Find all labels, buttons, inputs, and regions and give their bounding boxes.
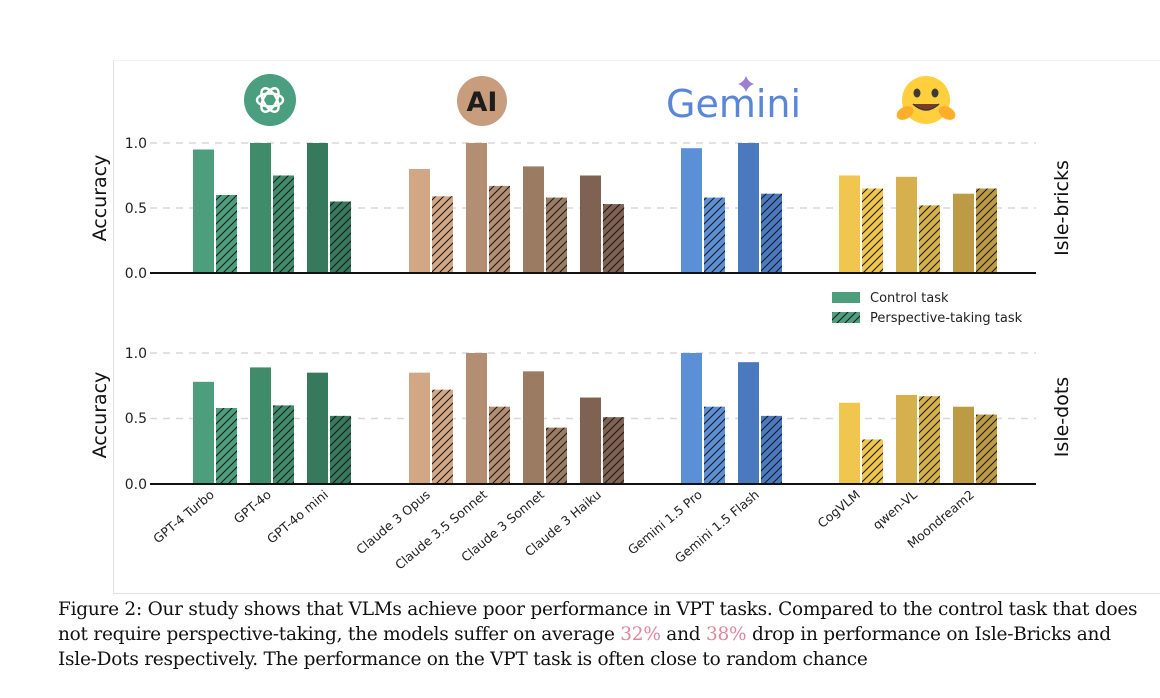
panel-title-isle-bricks: Isle-bricks [1051,160,1073,256]
y-tick-1-2: 1.0 [125,346,147,362]
bar-perspective-hatch-1-1 [273,405,294,484]
caption-label: Figure 2: [58,599,142,620]
bar-control-1-2 [307,372,328,484]
caption-pct-bricks: 32% [620,624,661,645]
caption-text-3: drop in performance on Isle-Bricks and I… [58,624,1111,670]
bar-perspective-hatch-0-9 [862,188,883,273]
bar-control-0-9 [839,175,860,273]
panel-title-isle-dots: Isle-dots [1051,377,1073,457]
legend: Control task Perspective-taking task [832,291,1023,326]
bar-perspective-hatch-1-9 [862,439,883,484]
anthropic-logo-text: AI [467,87,498,118]
bar-perspective-hatch-1-4 [489,406,510,484]
bar-perspective-hatch-1-10 [919,396,940,484]
bar-perspective-hatch-1-7 [704,406,725,484]
bar-control-1-0 [193,381,214,484]
bar-perspective-hatch-1-0 [216,408,237,484]
bar-control-0-5 [523,166,544,273]
bar-control-1-1 [250,367,271,484]
bar-perspective-hatch-1-2 [330,415,351,484]
bar-control-0-4 [466,143,487,273]
caption-text-1: Our study shows that VLMs achieve poor p… [58,599,1138,645]
bar-perspective-hatch-0-4 [489,185,510,273]
x-tick-label-0: GPT-4 Turbo [150,487,217,546]
y-axis-label-bottom: Accuracy [89,372,111,459]
bar-control-0-11 [953,193,974,273]
bar-perspective-hatch-1-11 [976,414,997,484]
bar-control-1-9 [839,402,860,484]
x-tick-label-9: CogVLM [815,487,863,531]
bar-perspective-hatch-0-3 [432,196,453,273]
bar-control-1-11 [953,406,974,484]
bar-control-1-8 [738,362,759,484]
bar-perspective-hatch-1-6 [603,417,624,484]
bar-control-1-5 [523,371,544,484]
isle-dots-panel: Accuracy Isle-dots 0.0 0.5 1.0 [89,346,1073,493]
bar-control-1-3 [409,372,430,484]
bar-control-0-1 [250,143,271,273]
huggingface-logo-icon [896,76,956,124]
bar-control-1-4 [466,353,487,484]
y-tick-0-1: 0.5 [125,201,147,217]
bar-control-0-3 [409,169,430,273]
legend-label-control: Control task [870,291,949,306]
x-tick-label-10: qwen-VL [870,487,920,533]
bar-control-0-0 [193,149,214,273]
gemini-logo-text: Gemini [666,82,801,126]
legend-label-perspective: Perspective-taking task [870,311,1023,326]
legend-swatch-control [832,292,860,303]
y-tick-1-0: 0.0 [125,477,147,493]
bar-perspective-hatch-0-1 [273,175,294,273]
openai-logo-icon [244,74,296,126]
bar-control-0-2 [307,143,328,273]
y-tick-0-0: 0.0 [125,266,147,282]
x-tick-label-2: GPT-4o mini [264,487,331,547]
bar-perspective-hatch-0-7 [704,197,725,273]
chart-figure: AI Gemini Accuracy Isle-bricks 0.0 0.5 1… [89,74,1073,573]
bar-control-1-10 [896,394,917,484]
figure-caption: Figure 2: Our study shows that VLMs achi… [58,597,1138,672]
gemini-logo-icon: Gemini [666,76,801,126]
y-axis-label-top: Accuracy [89,155,111,242]
bar-perspective-hatch-0-10 [919,205,940,273]
isle-bricks-panel: Accuracy Isle-bricks 0.0 0.5 1.0 [89,136,1073,282]
caption-pct-dots: 38% [705,624,747,645]
bar-control-1-7 [681,353,702,484]
bar-perspective-hatch-1-5 [546,427,567,484]
bar-perspective-hatch-1-3 [432,389,453,484]
x-tick-label-1: GPT-4o [231,487,274,527]
bar-control-1-6 [580,397,601,484]
bar-control-0-10 [896,176,917,273]
bar-perspective-hatch-0-0 [216,195,237,273]
bar-perspective-hatch-0-2 [330,201,351,273]
bar-perspective-hatch-0-6 [603,204,624,273]
bar-perspective-hatch-0-5 [546,197,567,273]
y-tick-0-2: 1.0 [125,136,147,152]
caption-text-2: and [660,624,706,645]
y-tick-1-1: 0.5 [125,411,147,427]
anthropic-logo-icon: AI [457,76,507,126]
bar-perspective-hatch-0-11 [976,188,997,273]
bar-perspective-hatch-1-8 [761,415,782,484]
bar-control-0-8 [738,143,759,273]
bar-perspective-hatch-0-8 [761,193,782,273]
bar-control-0-7 [681,148,702,273]
bar-control-0-6 [580,175,601,273]
figure-frame [113,60,1160,594]
